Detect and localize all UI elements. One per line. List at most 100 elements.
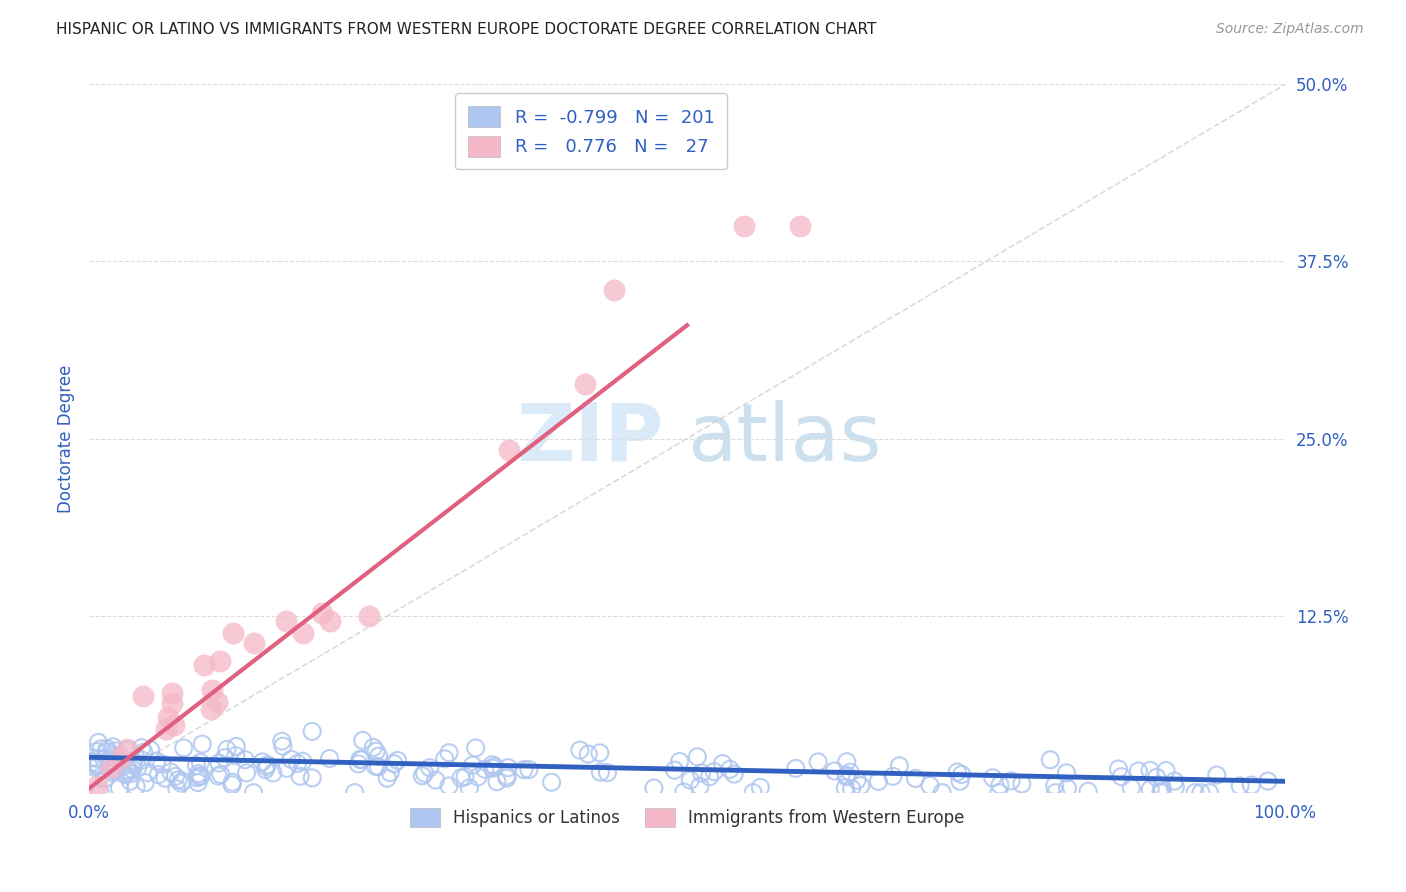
Point [115,742,138,756]
Point [495,769,517,783]
Point [568,743,591,757]
Point [225,748,247,763]
Point [589,746,612,760]
Point [643,780,665,795]
Point [703,764,725,779]
Point [117,764,139,779]
Point [104,750,127,764]
Point [160,697,183,711]
Point [357,609,380,624]
Point [868,774,890,789]
Point [121,762,143,776]
Point [318,614,340,628]
Point [350,753,373,767]
Point [90,741,112,756]
Point [1128,764,1150,778]
Point [82,755,104,769]
Point [131,753,153,767]
Point [484,759,506,773]
Point [711,756,734,771]
Point [120,766,142,780]
Point [1146,770,1168,784]
Point [699,770,721,784]
Point [411,769,433,783]
Point [454,770,477,784]
Point [437,779,460,793]
Point [482,761,505,775]
Point [485,774,508,789]
Point [121,756,143,770]
Point [367,759,389,773]
Point [222,625,245,640]
Point [104,764,127,778]
Point [1139,782,1161,797]
Point [280,752,302,766]
Point [288,769,311,783]
Point [157,709,180,723]
Point [93,752,115,766]
Text: Source: ZipAtlas.com: Source: ZipAtlas.com [1216,22,1364,37]
Point [274,614,297,628]
Point [723,767,745,781]
Legend: Hispanics or Latinos, Immigrants from Western Europe: Hispanics or Latinos, Immigrants from We… [404,801,972,834]
Point [270,734,292,748]
Point [188,769,211,783]
Point [262,766,284,780]
Point [382,756,405,771]
Point [349,752,371,766]
Point [84,744,107,758]
Point [139,743,162,757]
Point [191,737,214,751]
Point [1056,781,1078,796]
Point [83,757,105,772]
Point [481,757,503,772]
Point [1240,778,1263,792]
Point [125,780,148,794]
Point [242,786,264,800]
Point [134,775,156,789]
Point [208,756,231,770]
Point [96,745,118,759]
Point [209,767,232,781]
Point [367,749,389,764]
Point [513,763,536,777]
Y-axis label: Doctorate Degree: Doctorate Degree [58,364,75,513]
Point [186,758,208,772]
Point [186,771,208,785]
Point [835,755,858,769]
Point [205,695,228,709]
Point [1108,762,1130,776]
Point [950,767,973,781]
Point [86,751,108,765]
Point [343,786,366,800]
Point [103,748,125,763]
Point [132,745,155,759]
Point [115,763,138,777]
Point [467,770,489,784]
Point [79,772,101,786]
Point [86,779,108,793]
Point [450,771,472,785]
Point [97,760,120,774]
Point [215,742,238,756]
Point [1000,773,1022,788]
Point [165,769,187,783]
Point [103,763,125,777]
Point [1011,777,1033,791]
Point [115,743,138,757]
Point [981,771,1004,785]
Point [276,761,298,775]
Point [145,754,167,768]
Point [835,768,858,782]
Point [574,376,596,391]
Point [749,780,772,795]
Point [988,778,1011,792]
Point [107,752,129,766]
Point [131,689,153,703]
Point [689,780,711,794]
Point [918,779,941,793]
Point [173,740,195,755]
Point [464,740,486,755]
Point [233,753,256,767]
Point [517,763,540,777]
